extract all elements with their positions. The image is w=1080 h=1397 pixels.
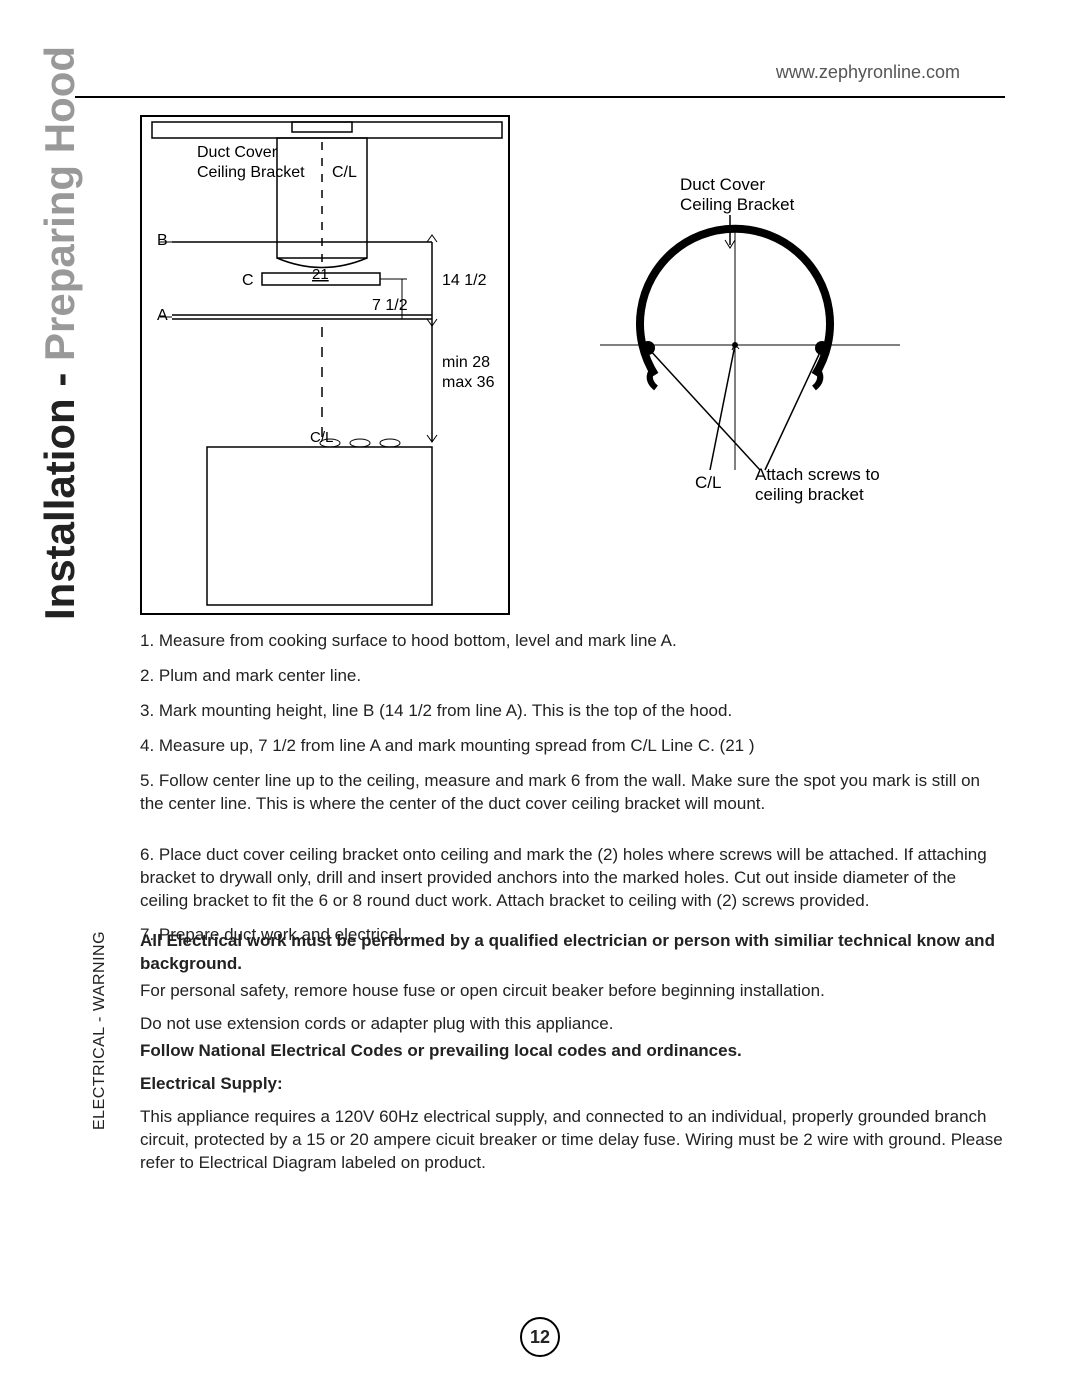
rd-t2: Ceiling Bracket (680, 195, 795, 214)
step-3: 3. Mark mounting height, line B (14 1/2 … (140, 700, 1000, 723)
diagram-bracket: Duct Cover Ceiling Bracket C/L Attach sc… (590, 170, 960, 530)
ld-14: 14 1/2 (442, 272, 487, 289)
electrical-warning-block: All Electrical work must be performed by… (140, 930, 1010, 1184)
ld-cl2: C/L (310, 429, 333, 446)
electrical-warning-label: ELECTRICAL - WARNING (91, 931, 109, 1130)
ld-A: A (157, 307, 168, 324)
ld-label1: Duct Cover (197, 144, 278, 161)
warn-p1: All Electrical work must be performed by… (140, 931, 995, 973)
step-2: 2. Plum and mark center line. (140, 665, 1000, 688)
warn-p2: For personal safety, remore house fuse o… (140, 980, 1010, 1003)
header-rule (75, 96, 1005, 98)
section-title-black: Installation - (36, 361, 83, 620)
header-url: www.zephyronline.com (776, 62, 960, 83)
warn-p3: Do not use extension cords or adapter pl… (140, 1013, 1010, 1036)
ld-cl1: C/L (332, 164, 357, 181)
diagram-mounting: Duct Cover Ceiling Bracket C/L B C 21 A … (140, 115, 510, 615)
step-1: 1. Measure from cooking surface to hood … (140, 630, 1000, 653)
warn-p6: This appliance requires a 120V 60Hz elec… (140, 1106, 1010, 1175)
ld-21: 21 (312, 266, 329, 283)
warn-p4: Follow National Electrical Codes or prev… (140, 1040, 1010, 1063)
section-title-gray: Preparing Hood (36, 46, 83, 361)
step-6: 6. Place duct cover ceiling bracket onto… (140, 844, 1000, 913)
rd-n1: Attach screws to (755, 465, 880, 484)
ld-max: max 36 (442, 374, 495, 391)
rd-t1: Duct Cover (680, 175, 765, 194)
warn-p5: Electrical Supply: (140, 1073, 1010, 1096)
rd-n2: ceiling bracket (755, 485, 864, 504)
rd-cl: C/L (695, 473, 721, 492)
step-5: 5. Follow center line up to the ceiling,… (140, 770, 1000, 816)
ld-C: C (242, 272, 254, 289)
ld-7: 7 1/2 (372, 297, 408, 314)
step-4: 4. Measure up, 7 1/2 from line A and mar… (140, 735, 1000, 758)
ld-min: min 28 (442, 354, 490, 371)
instruction-list: 1. Measure from cooking surface to hood … (140, 630, 1000, 959)
section-title: Installation - Preparing Hood (36, 46, 84, 620)
ld-B: B (157, 232, 168, 249)
page-number: 12 (520, 1317, 560, 1357)
ld-label2: Ceiling Bracket (197, 164, 305, 181)
